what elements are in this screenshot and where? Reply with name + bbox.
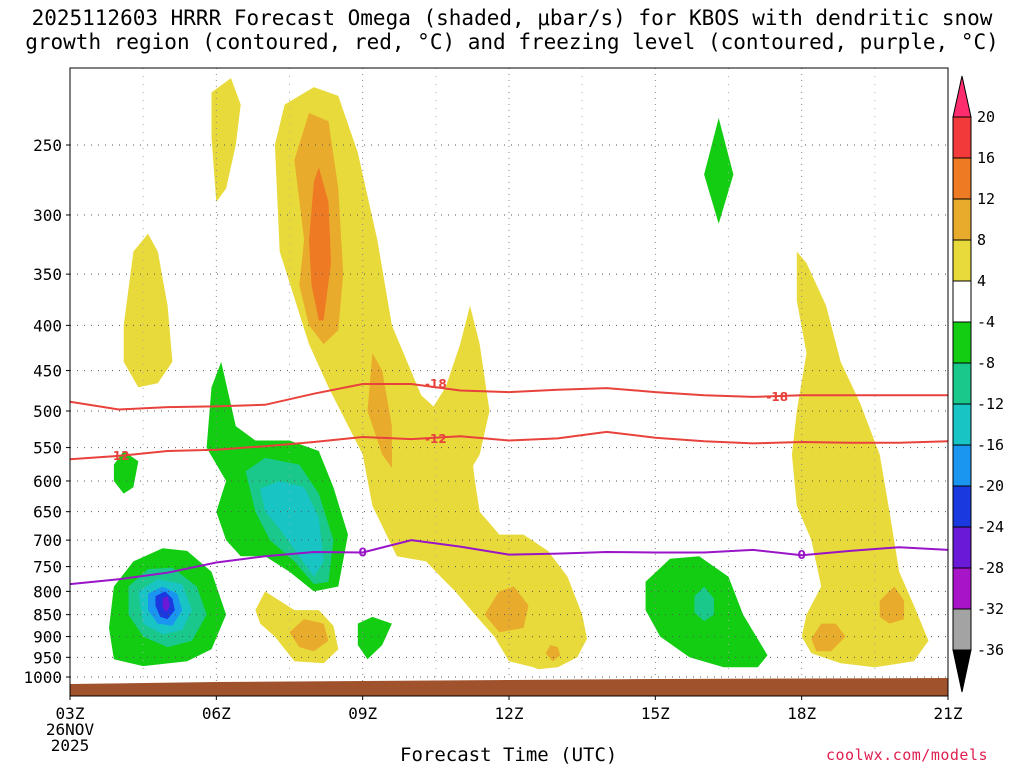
contour-label--18: -18 <box>425 377 447 391</box>
omega-region-18 <box>113 451 139 494</box>
temperature-contours: -18 -18 -12 -12 0 0 <box>70 377 948 586</box>
colorbar-label: 8 <box>977 231 986 249</box>
colorbar-segment <box>952 321 972 364</box>
y-tick-label: 600 <box>33 472 62 491</box>
colorbar-label: -4 <box>977 313 995 331</box>
y-tick-label: 250 <box>33 136 62 155</box>
colorbar-label: 16 <box>977 149 995 167</box>
contour-label-0: 0 <box>358 546 366 560</box>
y-tick-label: 650 <box>33 503 62 522</box>
x-tick-label: 21Z <box>934 704 963 723</box>
colorbar-segment <box>952 198 972 241</box>
omega-region-3 <box>123 233 173 388</box>
colorbar-label: -28 <box>977 559 1004 577</box>
y-tick-label: 700 <box>33 531 62 550</box>
colorbar-segment <box>952 157 972 200</box>
x-date-label: 26NOV <box>46 720 95 739</box>
x-tick-label: 03Z <box>56 704 85 723</box>
colorbar-label: -36 <box>977 641 1004 659</box>
y-axis: 250 300 350 400 450 500 550 600 650 700 750 800 850 9… <box>23 136 70 687</box>
omega-region-2 <box>309 167 331 321</box>
y-tick-label: 950 <box>33 648 62 667</box>
omega-region-4 <box>211 78 241 202</box>
colorbar-segment <box>952 116 972 159</box>
colorbar-segment <box>952 567 972 610</box>
terrain-ground <box>70 678 948 696</box>
colorbar-segment <box>952 362 972 405</box>
x-tick-label: 15Z <box>641 704 670 723</box>
colorbar-segment <box>952 239 972 282</box>
chart-title-line-1: 2025112603 HRRR Forecast Omega (shaded, … <box>31 6 993 30</box>
colorbar-label: 20 <box>977 108 995 126</box>
omega-region-24 <box>162 596 170 613</box>
y-tick-label: 350 <box>33 265 62 284</box>
x-tick-label: 18Z <box>787 704 816 723</box>
colorbar-label: 4 <box>977 272 986 290</box>
y-tick-label: 750 <box>33 558 62 577</box>
omega-region-12 <box>791 251 929 668</box>
omega-region-27 <box>704 118 734 224</box>
y-tick-label: 450 <box>33 362 62 381</box>
terrain-fill <box>70 678 948 696</box>
y-tick-label: 300 <box>33 206 62 225</box>
colorbar-segment <box>952 280 972 323</box>
y-tick-label: 800 <box>33 582 62 601</box>
y-tick-label: 1000 <box>23 668 62 687</box>
x-tick-label: 12Z <box>495 704 524 723</box>
y-tick-label: 400 <box>33 316 62 335</box>
colorbar-label: -16 <box>977 436 1004 454</box>
colorbar-label: -32 <box>977 600 1004 618</box>
omega-region-7 <box>367 353 392 468</box>
x-tick-label: 06Z <box>202 704 231 723</box>
colorbar-segment <box>952 485 972 528</box>
chart-title-line-2: growth region (contoured, red, °C) and f… <box>25 30 999 54</box>
colorbar-segment <box>952 403 972 446</box>
chart-title: 2025112603 HRRR Forecast Omega (shaded, … <box>0 6 1024 54</box>
contour-line-0 <box>70 539 948 586</box>
omega-region-11 <box>545 645 561 662</box>
contour-line--18 <box>70 383 948 411</box>
colorbar-cap-bottom <box>952 649 972 693</box>
x-year-label: 2025 <box>51 736 90 755</box>
omega-region-0 <box>274 87 568 668</box>
omega-region-14 <box>879 586 905 624</box>
colorbar: 20 16 12 8 4 -4 -8 -12 -16 -20 -24 -28 -32 -36 <box>952 75 1004 693</box>
omega-region-9 <box>474 534 587 670</box>
omega-shading <box>109 78 929 670</box>
y-tick-label: 500 <box>33 402 62 421</box>
contour-label--12: -12 <box>108 449 130 463</box>
x-axis-label: Forecast Time (UTC) <box>400 744 618 766</box>
contour-label--12: -12 <box>425 432 447 446</box>
colorbar-segment <box>952 526 972 569</box>
y-tick-label: 900 <box>33 628 62 647</box>
colorbar-segment <box>952 444 972 487</box>
omega-region-10 <box>484 586 529 633</box>
y-tick-label: 550 <box>33 439 62 458</box>
omega-region-13 <box>811 623 846 652</box>
colorbar-label: -24 <box>977 518 1004 536</box>
omega-region-26 <box>694 586 714 622</box>
contour-label--18: -18 <box>766 390 788 404</box>
credit-link[interactable]: coolwx.com/models <box>826 746 989 764</box>
colorbar-label: 12 <box>977 190 995 208</box>
omega-region-28 <box>357 616 392 660</box>
colorbar-cap-top <box>952 75 972 118</box>
y-tick-label: 850 <box>33 606 62 625</box>
colorbar-label: -20 <box>977 477 1004 495</box>
contour-label-0: 0 <box>797 548 805 562</box>
omega-region-6 <box>289 619 329 652</box>
omega-region-8 <box>421 305 490 494</box>
x-tick-label: 09Z <box>348 704 377 723</box>
colorbar-label: -12 <box>977 395 1004 413</box>
contour-line--12 <box>70 430 948 461</box>
grid-lines <box>69 68 949 696</box>
colorbar-label: -8 <box>977 354 995 372</box>
colorbar-segment <box>952 608 972 651</box>
